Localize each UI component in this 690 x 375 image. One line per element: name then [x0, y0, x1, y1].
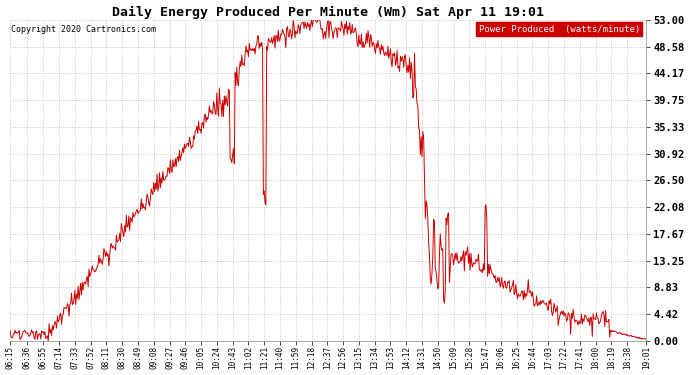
- Text: Copyright 2020 Cartronics.com: Copyright 2020 Cartronics.com: [11, 25, 157, 34]
- Text: Power Produced  (watts/minute): Power Produced (watts/minute): [479, 25, 640, 34]
- Title: Daily Energy Produced Per Minute (Wm) Sat Apr 11 19:01: Daily Energy Produced Per Minute (Wm) Sa…: [112, 6, 544, 19]
